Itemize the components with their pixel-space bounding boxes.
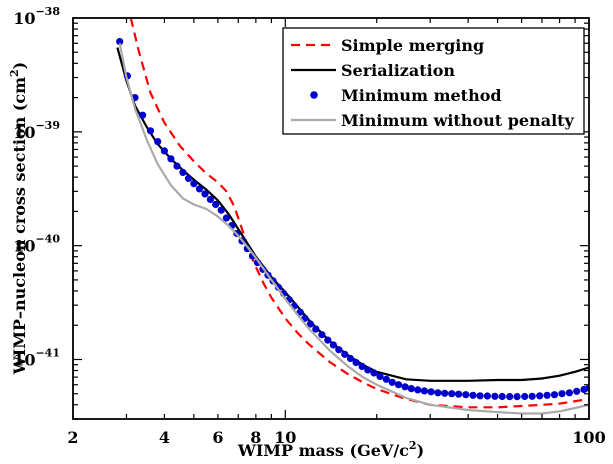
x-tick-label: 2 bbox=[67, 428, 78, 447]
series-minimum-method-point bbox=[462, 391, 470, 399]
series-minimum-method bbox=[116, 38, 589, 401]
legend: Simple merging Serialization Minimum metho… bbox=[282, 27, 585, 135]
legend-label: Simple merging bbox=[341, 36, 484, 55]
series-minimum-method-point bbox=[212, 200, 220, 209]
series-minimum-method-point bbox=[550, 391, 559, 399]
legend-label: Serialization bbox=[341, 61, 455, 80]
series-minimum-method-point bbox=[335, 346, 343, 354]
y-axis-title: WIMP–nucleon cross section (cm2) bbox=[8, 62, 29, 376]
series-minimum-method-point bbox=[376, 372, 384, 380]
series-minimum-method-point bbox=[139, 111, 147, 119]
x-axis-title: WIMP mass (GeV/c2) bbox=[237, 439, 424, 460]
series-minimum-method-point bbox=[173, 162, 181, 170]
series-minimum-method-point bbox=[455, 390, 463, 398]
series-minimum-method-point bbox=[476, 392, 484, 400]
series-minimum-method-point bbox=[364, 366, 372, 374]
series-minimum-method-point bbox=[346, 354, 355, 363]
legend-item-simple-merging: Simple merging bbox=[291, 36, 484, 55]
series-minimum-method-point bbox=[420, 387, 428, 395]
series-minimum-method-point bbox=[190, 180, 198, 188]
legend-item-minimum-without-penalty: Minimum without penalty bbox=[291, 111, 575, 130]
series-minimum-method-point bbox=[414, 386, 422, 394]
series-minimum-method-point bbox=[154, 138, 162, 146]
series-minimum-method-point bbox=[498, 392, 506, 401]
series-minimum-method-point bbox=[394, 381, 403, 389]
series-minimum-method-point bbox=[296, 308, 304, 316]
series-minimum-method-point bbox=[352, 358, 360, 367]
y-tick-label: 10−41 bbox=[13, 346, 60, 369]
series-minimum-method-point bbox=[206, 195, 214, 203]
series-minimum-method-point bbox=[483, 392, 491, 400]
y-tick-label: 10−40 bbox=[13, 233, 60, 256]
legend-label: Minimum without penalty bbox=[341, 111, 575, 130]
series-minimum-method-point bbox=[441, 389, 449, 397]
legend-label: Minimum method bbox=[341, 86, 502, 105]
series-minimum-method-point bbox=[565, 389, 574, 397]
ticks-layer bbox=[72, 18, 590, 420]
x-tick-label: 4 bbox=[159, 428, 170, 447]
series-minimum-method-point bbox=[543, 391, 551, 399]
x-axis-title-tail: ) bbox=[417, 441, 425, 460]
series-minimum-method-point bbox=[491, 392, 499, 400]
series-minimum-method-point bbox=[401, 383, 409, 391]
series-minimum-method-point bbox=[434, 389, 442, 397]
series-minimum-method-point bbox=[382, 375, 390, 383]
series-minimum-method-point bbox=[506, 393, 514, 401]
series-minimum-method-point bbox=[160, 147, 168, 155]
series-minimum-method-point bbox=[324, 336, 332, 344]
series-minimum-method-point bbox=[513, 393, 521, 401]
x-tick-label: 8 bbox=[250, 428, 261, 447]
x-axis-title-main: WIMP mass (GeV/c bbox=[237, 441, 409, 460]
series-minimum-method-point bbox=[341, 350, 349, 358]
series-minimum-method-point bbox=[179, 168, 187, 176]
series-minimum-method-point bbox=[469, 391, 477, 399]
series-minimum-method-point bbox=[558, 390, 566, 398]
y-tick-label: 10−38 bbox=[13, 5, 60, 28]
y-tick-label: 10−39 bbox=[13, 119, 60, 142]
x-tick-label: 100 bbox=[572, 428, 605, 447]
series-minimum-method-point bbox=[318, 331, 326, 339]
series-minimum-method-point bbox=[312, 325, 320, 333]
series-minimum-method-point bbox=[217, 206, 225, 214]
series-minimum-method-point bbox=[306, 320, 314, 328]
series-minimum-method-point bbox=[427, 388, 435, 396]
series-minimum-method-point bbox=[358, 362, 366, 370]
series-minimum-method-point bbox=[448, 390, 456, 398]
series-minimum-method-point bbox=[222, 214, 230, 222]
series-minimum-method-point bbox=[201, 190, 209, 198]
legend-marker bbox=[310, 91, 318, 99]
y-axis-title-tail: ) bbox=[10, 62, 29, 70]
series-minimum-method-point bbox=[388, 378, 396, 386]
x-tick-label: 6 bbox=[212, 428, 223, 447]
series-minimum-method-point bbox=[573, 387, 581, 395]
y-axis-title-main: WIMP–nucleon cross section (cm bbox=[10, 77, 29, 375]
series-minimum-method-point bbox=[370, 369, 378, 377]
series-minimum-method-point bbox=[116, 38, 124, 46]
y-axis-title-sup: 2 bbox=[8, 69, 21, 77]
plot-frame bbox=[72, 17, 590, 420]
series-layer bbox=[116, 18, 589, 415]
series-minimum-without-penalty-line bbox=[118, 43, 589, 415]
series-minimum-method-point bbox=[146, 127, 155, 135]
series-minimum-method-point bbox=[184, 174, 193, 182]
x-tick-label: 10 bbox=[274, 428, 296, 447]
series-minimum-method-point bbox=[195, 185, 204, 193]
x-axis-title-sup: 2 bbox=[409, 439, 417, 452]
tick-labels: 2 4 6 8 10 100 10−41 10−40 10−39 10−38 bbox=[13, 5, 606, 447]
series-minimum-method-point bbox=[407, 385, 415, 393]
series-minimum-method-point bbox=[329, 341, 337, 349]
series-minimum-method-point bbox=[536, 392, 544, 400]
legend-box bbox=[282, 27, 585, 135]
legend-item-serialization: Serialization bbox=[291, 61, 455, 80]
legend-item-minimum-method: Minimum method bbox=[310, 86, 502, 105]
series-minimum-method-point bbox=[167, 155, 175, 163]
series-minimum-method-point bbox=[521, 392, 529, 401]
series-minimum-method-point bbox=[528, 392, 536, 400]
